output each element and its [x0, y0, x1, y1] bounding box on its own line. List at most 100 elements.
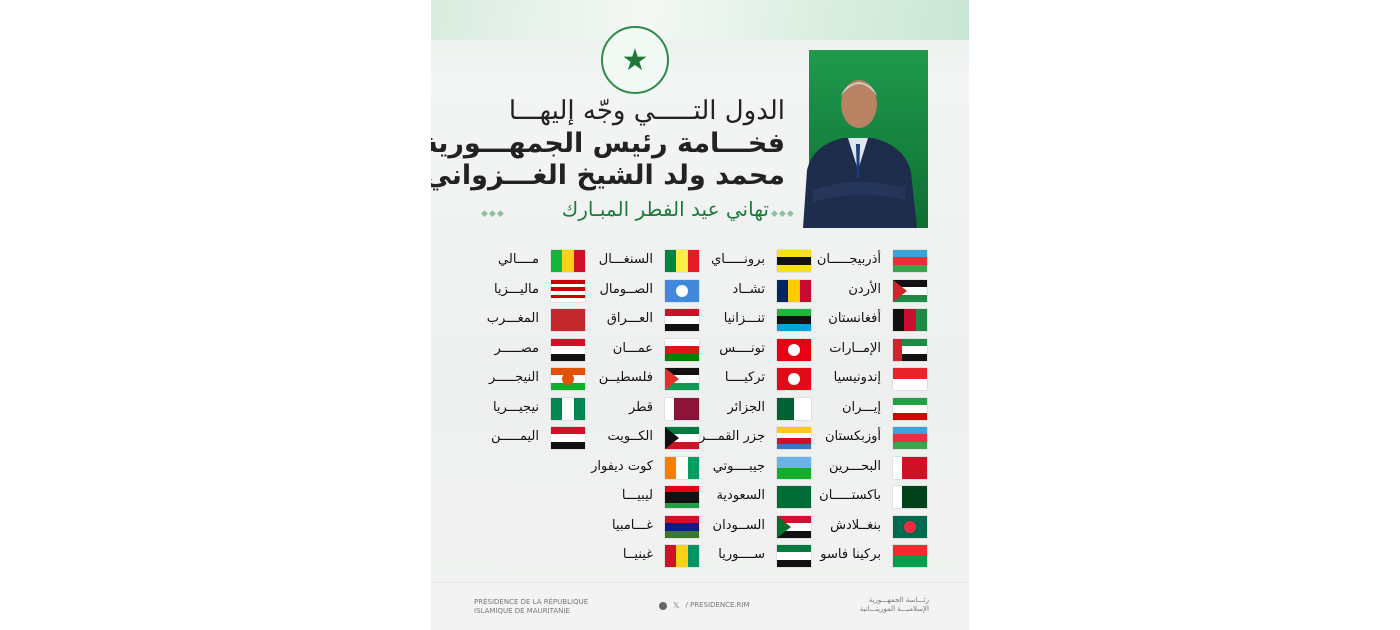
country-flag: [665, 309, 699, 331]
country-name: باكستـــــان: [819, 488, 881, 503]
country-name: البحـــرين: [829, 459, 881, 474]
country-name: نيجيـــريا: [492, 400, 539, 415]
footer-fr-line1: PRÉSIDENCE DE LA RÉPUBLIQUE: [474, 598, 589, 606]
footer-french-name: PRÉSIDENCE DE LA RÉPUBLIQUE ISLAMIQUE DE…: [474, 598, 588, 616]
country-flag: [893, 516, 927, 538]
footer-arabic-name: رئـــاسة الجمهـــورية الإسلاميـــة المور…: [860, 596, 929, 614]
country-name: قطر: [628, 400, 653, 415]
country-name: الجزائر: [727, 400, 765, 415]
country-flag: [777, 516, 811, 538]
decorative-band: [431, 0, 969, 40]
country-name: جزر القمـــر: [699, 429, 765, 444]
presidency-emblem-icon: ★: [601, 26, 669, 94]
country-flag: [665, 280, 699, 302]
country-name: فلسطيــن: [598, 370, 653, 385]
title-line-3: محمد ولد الشيخ الغـــزواني: [431, 160, 785, 191]
country-name: الســودان: [712, 518, 765, 533]
title-line-2: فخـــامة رئيس الجمهـــورية: [431, 128, 785, 159]
country-flag: [893, 339, 927, 361]
country-flag: [665, 486, 699, 508]
country-flag: [551, 250, 585, 272]
country-name: تونــــس: [719, 341, 765, 356]
country-name: بنغــلادش: [830, 518, 881, 533]
social-handle[interactable]: / PRESIDENCE.RIM: [685, 601, 750, 609]
country-name: أفغانستان: [828, 311, 881, 326]
country-flag: [551, 368, 585, 390]
country-name: ليبيـــا: [621, 488, 653, 503]
country-flag: [551, 427, 585, 449]
country-name: عمـــان: [612, 341, 653, 356]
facebook-icon[interactable]: [659, 601, 667, 610]
country-name: بركينا فاسو: [820, 547, 881, 562]
country-name: الكــويت: [607, 429, 653, 444]
country-name: تنـــزانيا: [723, 311, 765, 326]
country-flag: [777, 486, 811, 508]
country-name: السعودية: [716, 488, 765, 503]
country-flag: [893, 427, 927, 449]
country-flag: [893, 398, 927, 420]
country-name: الإمــارات: [829, 341, 881, 356]
diamond-ornament-icon: ◆◆◆: [771, 209, 795, 219]
country-name: إندونيسيا: [833, 370, 881, 385]
country-flag: [665, 250, 699, 272]
country-name: تركيــــا: [724, 370, 765, 385]
country-flag: [551, 280, 585, 302]
country-flag: [777, 398, 811, 420]
greeting-poster: ★ الدول التـــــي وجّه إليهـــا فخـــامة…: [431, 0, 969, 630]
diamond-ornament-icon: ◆◆◆: [481, 209, 505, 219]
country-name: غـــامبيا: [612, 518, 653, 533]
eid-greeting: تهاني عيد الفطر المبـارك: [561, 197, 769, 221]
country-flag: [893, 250, 927, 272]
title-line-1: الدول التـــــي وجّه إليهـــا: [508, 96, 785, 126]
country-name: إيـــران: [842, 400, 881, 415]
country-flag: [777, 339, 811, 361]
country-flag: [777, 427, 811, 449]
country-flag: [893, 280, 927, 302]
footer: PRÉSIDENCE DE LA RÉPUBLIQUE ISLAMIQUE DE…: [431, 582, 969, 630]
country-name: كوت ديفوار: [591, 459, 653, 474]
footer-ar-line2: الإسلاميـــة الموريتـــانية: [859, 605, 929, 613]
country-flag: [777, 368, 811, 390]
footer-ar-line1: رئـــاسة الجمهـــورية: [868, 596, 929, 604]
country-flag: [893, 486, 927, 508]
country-name: ســــوريا: [718, 547, 765, 562]
country-name: النيجـــــر: [488, 370, 539, 385]
country-flag: [665, 427, 699, 449]
country-name: غينيــا: [622, 547, 653, 562]
country-flag: [777, 250, 811, 272]
country-name: مــــالي: [498, 252, 539, 267]
country-flag: [777, 280, 811, 302]
country-flag: [665, 368, 699, 390]
footer-fr-line2: ISLAMIQUE DE MAURITANIE: [474, 607, 570, 615]
country-name: مصـــــر: [494, 341, 539, 356]
country-name: أوزبكستان: [825, 429, 881, 444]
country-name: أذربيجـــــان: [816, 252, 881, 267]
country-name: الصــومال: [599, 282, 653, 297]
country-flag: [551, 309, 585, 331]
country-name: ماليـــزيا: [494, 282, 539, 297]
country-flag: [893, 545, 927, 567]
country-flag: [551, 339, 585, 361]
country-name: الأردن: [848, 282, 881, 297]
country-flag: [665, 516, 699, 538]
country-flag: [665, 545, 699, 567]
x-icon[interactable]: 𝕏: [673, 601, 680, 610]
country-name: المغـــرب: [486, 311, 539, 326]
country-flag: [777, 545, 811, 567]
country-name: العـــراق: [606, 311, 653, 326]
country-flag: [665, 457, 699, 479]
country-flag: [777, 309, 811, 331]
country-flag: [893, 457, 927, 479]
president-portrait: [803, 80, 917, 228]
country-name: السنغـــال: [598, 252, 653, 267]
country-name: برونـــــاي: [711, 252, 765, 267]
country-flag: [893, 368, 927, 390]
country-flag: [777, 457, 811, 479]
country-flag: [893, 309, 927, 331]
country-flag: [551, 398, 585, 420]
country-name: تشــاد: [732, 282, 765, 297]
country-name: اليمـــــن: [491, 429, 539, 444]
country-name: جيبــــوتي: [712, 459, 765, 474]
country-flag: [665, 339, 699, 361]
country-flag: [665, 398, 699, 420]
